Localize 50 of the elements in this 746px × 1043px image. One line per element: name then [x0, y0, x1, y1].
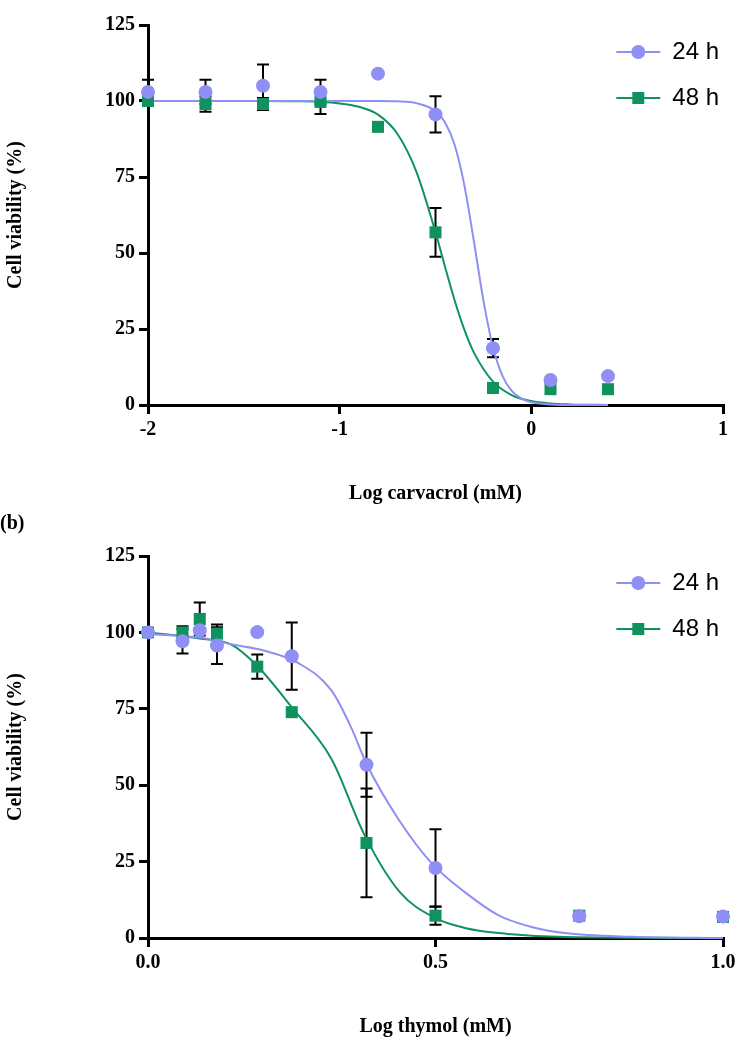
y-tick-label: 100: [105, 619, 135, 642]
x-tick-label: 0.5: [423, 950, 448, 973]
legend-label: 48 h: [672, 82, 720, 110]
y-tick-label: 75: [115, 164, 135, 187]
chart-title: (b): [0, 511, 25, 535]
x-tick-label: 1.0: [710, 950, 736, 973]
x-tick-label: -1: [331, 417, 348, 440]
y-axis-title: Cell viability (%): [3, 673, 27, 821]
point: [285, 706, 298, 719]
point: [371, 66, 385, 81]
y-tick-label: 50: [115, 240, 135, 263]
point: [250, 625, 265, 640]
point: [428, 861, 443, 876]
point: [313, 84, 328, 99]
point: [543, 373, 558, 388]
point: [360, 836, 373, 849]
point: [210, 638, 224, 653]
y-tick-label: 0: [125, 925, 135, 948]
point: [251, 660, 264, 673]
point: [601, 383, 615, 396]
x-tick-label: 0: [526, 417, 537, 440]
x-tick-label: 1: [718, 417, 728, 440]
y-tick-label: 75: [115, 695, 135, 718]
x-axis-title: Log thymol (mM): [359, 1014, 512, 1038]
point: [198, 84, 213, 99]
point: [486, 381, 500, 394]
y-tick-label: 25: [115, 316, 135, 339]
x-tick-label: -2: [139, 417, 157, 440]
y-tick-label: 125: [105, 12, 135, 35]
point: [193, 612, 206, 625]
legend-label: 24 h: [672, 36, 720, 64]
point: [284, 649, 299, 664]
point: [371, 120, 385, 133]
y-tick-label: 25: [115, 848, 135, 871]
point: [428, 107, 443, 122]
point: [256, 78, 270, 93]
y-axis-title: Cell viability (%): [3, 141, 27, 289]
y-tick-label: 50: [115, 772, 135, 795]
legend-label: 48 h: [672, 613, 720, 641]
legend-label: 24 h: [672, 567, 720, 595]
y-tick-label: 100: [105, 88, 135, 111]
y-tick-label: 0: [125, 392, 135, 415]
x-tick-label: 0.0: [135, 950, 161, 973]
point: [601, 369, 615, 384]
x-axis-title: Log carvacrol (mM): [349, 481, 522, 505]
y-tick-label: 125: [105, 543, 135, 566]
point: [192, 623, 207, 638]
point: [359, 757, 374, 772]
point: [175, 634, 190, 649]
point: [429, 226, 442, 239]
